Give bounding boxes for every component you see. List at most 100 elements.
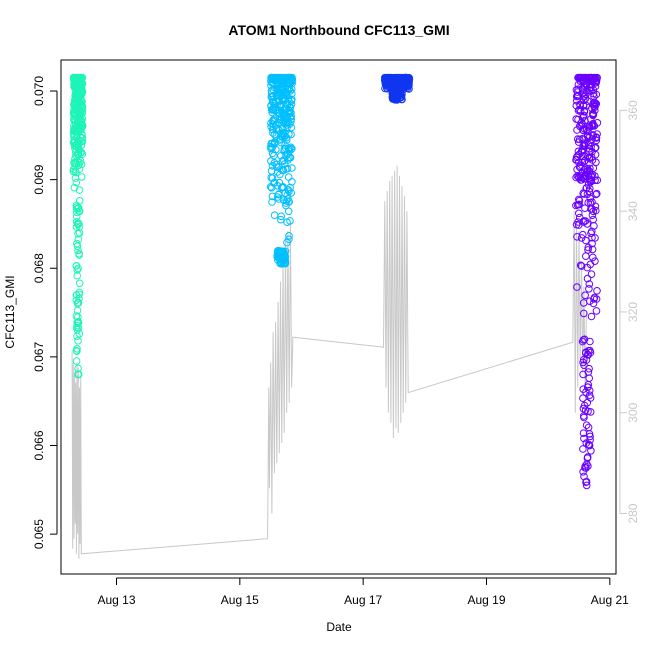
data-point bbox=[78, 90, 86, 98]
data-point bbox=[270, 116, 279, 125]
series-cluster-2 bbox=[266, 73, 297, 268]
data-point bbox=[576, 172, 585, 180]
data-point bbox=[286, 73, 294, 82]
data-point bbox=[74, 246, 82, 255]
data-point bbox=[581, 171, 590, 179]
data-point bbox=[74, 118, 83, 126]
data-point bbox=[275, 195, 283, 203]
data-point bbox=[267, 122, 275, 131]
data-point bbox=[71, 174, 80, 182]
data-point bbox=[395, 87, 403, 96]
data-point bbox=[593, 189, 601, 198]
data-point bbox=[71, 142, 79, 150]
y2-tick-label: 300 bbox=[626, 402, 640, 422]
y-axis: 0.065 0.066 0.067 0.068 0.069 0.070 bbox=[32, 76, 58, 549]
data-point bbox=[593, 119, 602, 127]
data-point bbox=[579, 394, 587, 403]
data-point bbox=[278, 124, 287, 133]
data-point bbox=[574, 218, 582, 226]
data-point bbox=[277, 113, 286, 121]
data-point bbox=[73, 208, 81, 217]
data-point bbox=[587, 229, 595, 237]
data-point bbox=[573, 165, 581, 174]
data-point bbox=[75, 329, 84, 338]
data-point bbox=[585, 364, 593, 373]
x-tick-label: Aug 19 bbox=[467, 593, 505, 607]
data-point bbox=[574, 147, 583, 156]
data-point bbox=[277, 215, 285, 224]
data-point bbox=[385, 81, 394, 90]
data-point bbox=[74, 298, 83, 307]
data-point bbox=[73, 266, 81, 274]
data-point bbox=[589, 110, 597, 118]
chart-title: ATOM1 Northbound CFC113_GMI bbox=[228, 22, 449, 38]
data-point bbox=[583, 73, 591, 82]
data-point bbox=[575, 150, 583, 159]
y2-tick-label: 320 bbox=[626, 302, 640, 322]
y-tick-label: 0.065 bbox=[32, 519, 46, 549]
data-point bbox=[267, 184, 276, 192]
series-cluster-1 bbox=[69, 73, 87, 379]
data-point bbox=[388, 94, 397, 102]
data-point bbox=[405, 73, 413, 82]
data-point bbox=[72, 291, 81, 299]
data-point bbox=[582, 87, 591, 95]
data-point bbox=[280, 105, 289, 113]
data-point bbox=[275, 248, 284, 257]
data-point bbox=[587, 312, 596, 321]
data-point bbox=[587, 73, 596, 82]
data-point bbox=[275, 101, 284, 109]
x-axis-label: Date bbox=[326, 620, 352, 634]
data-point bbox=[584, 246, 592, 254]
data-point bbox=[287, 112, 296, 121]
data-point bbox=[584, 350, 592, 359]
y-tick-label: 0.069 bbox=[32, 164, 46, 194]
data-point bbox=[71, 94, 80, 102]
data-point bbox=[288, 73, 296, 82]
data-point bbox=[582, 478, 590, 487]
data-point bbox=[275, 73, 284, 82]
data-point bbox=[72, 262, 81, 270]
data-point bbox=[72, 178, 81, 187]
data-point bbox=[274, 89, 283, 98]
data-point bbox=[76, 149, 85, 157]
data-point bbox=[583, 190, 592, 199]
data-point bbox=[277, 183, 286, 192]
data-point bbox=[581, 463, 589, 472]
data-point bbox=[78, 122, 87, 130]
data-point bbox=[591, 234, 599, 242]
data-point bbox=[579, 412, 588, 420]
data-point bbox=[591, 143, 600, 152]
data-point bbox=[588, 245, 597, 254]
data-point bbox=[577, 234, 586, 242]
y-axis-label: CFC113_GMI bbox=[3, 275, 17, 348]
data-point bbox=[589, 131, 597, 139]
data-point bbox=[584, 440, 593, 449]
data-point bbox=[268, 143, 277, 152]
data-point bbox=[585, 147, 593, 156]
data-point bbox=[581, 291, 589, 300]
data-point bbox=[397, 73, 406, 82]
data-point bbox=[578, 84, 587, 93]
data-point bbox=[278, 129, 287, 138]
data-point bbox=[73, 242, 82, 251]
y2-axis: 280 300 320 340 360 bbox=[619, 100, 640, 524]
data-point bbox=[274, 246, 282, 255]
series-cluster-3 bbox=[381, 73, 414, 104]
data-point bbox=[572, 92, 581, 101]
x-tick-label: Aug 21 bbox=[591, 593, 629, 607]
data-point bbox=[573, 283, 581, 291]
data-point bbox=[574, 85, 582, 93]
data-point bbox=[77, 95, 85, 103]
data-point bbox=[577, 176, 586, 184]
data-point bbox=[74, 149, 83, 157]
data-point bbox=[285, 232, 293, 240]
data-point bbox=[267, 73, 276, 82]
data-point bbox=[572, 201, 580, 210]
data-point bbox=[73, 220, 82, 228]
data-point bbox=[390, 73, 398, 82]
series-cluster-4 bbox=[572, 73, 602, 490]
data-point bbox=[587, 177, 595, 186]
data-point bbox=[575, 213, 584, 222]
data-point bbox=[267, 101, 275, 110]
